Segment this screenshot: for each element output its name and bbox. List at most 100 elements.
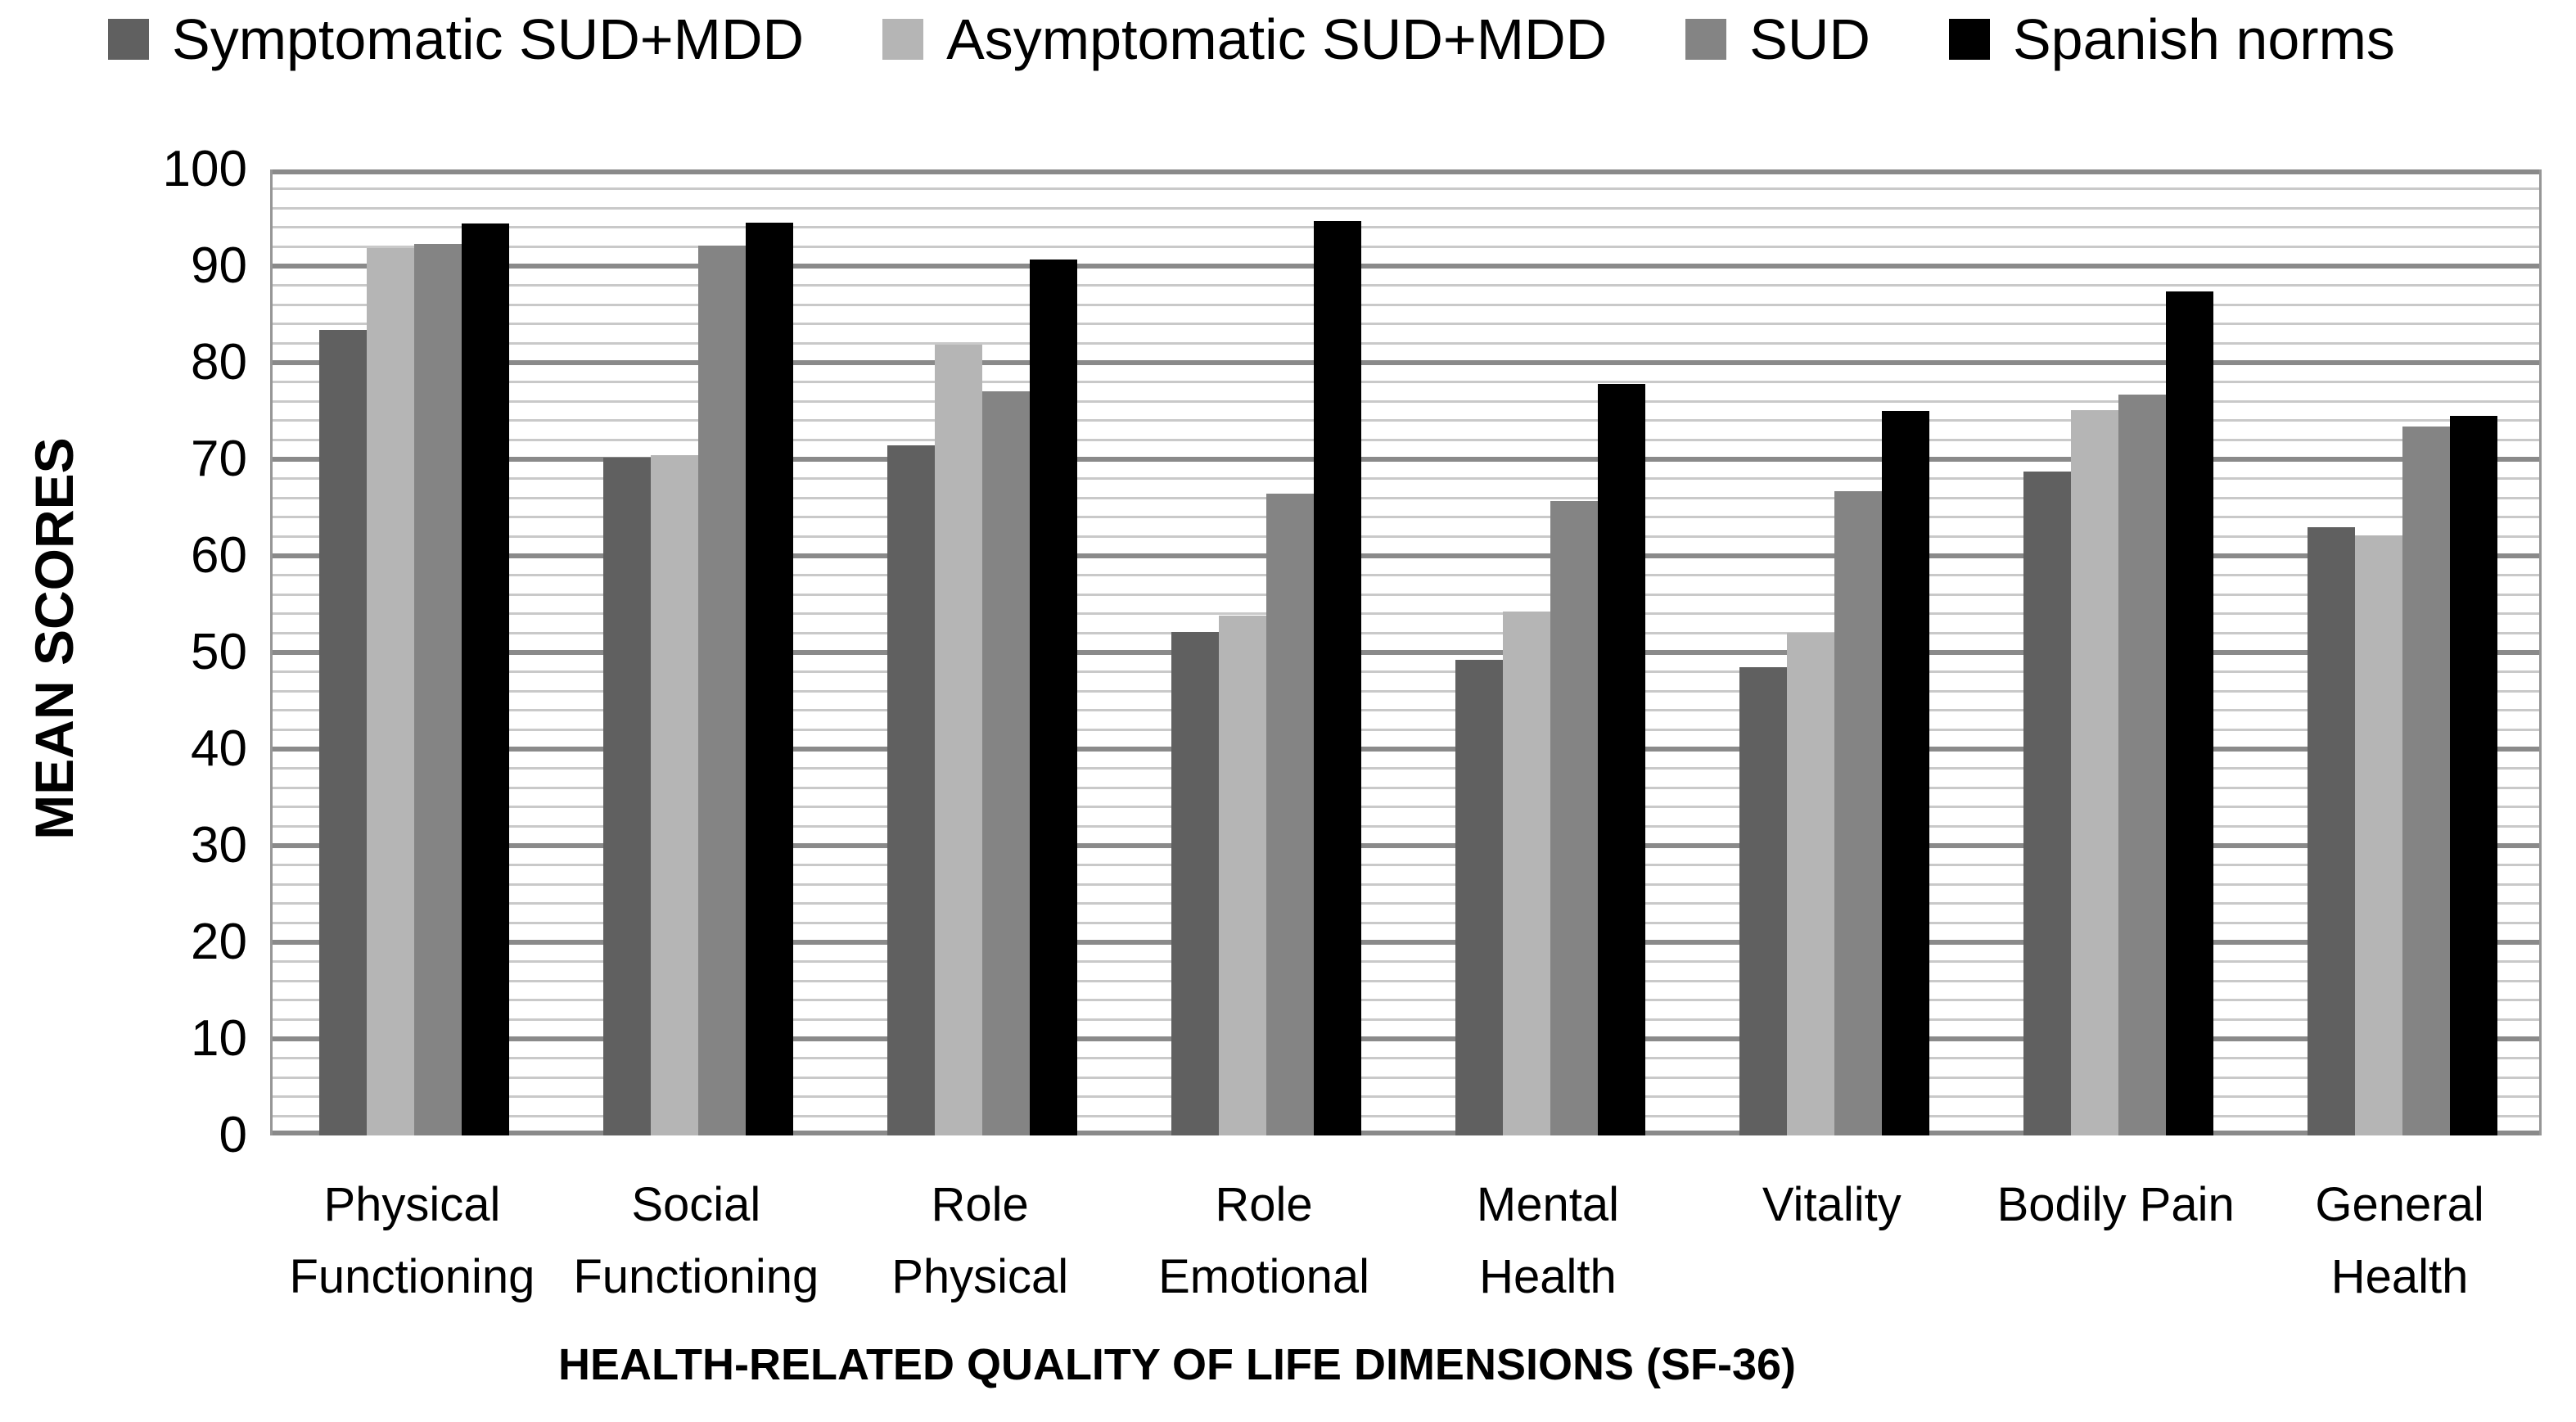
legend-swatch-asymptomatic-sud-mdd bbox=[882, 19, 924, 60]
minor-gridline-44 bbox=[273, 709, 2539, 712]
bar-symptomatic-sud-mdd-general-health bbox=[2307, 526, 2355, 1135]
major-gridline-70 bbox=[273, 457, 2539, 462]
category-label-role-emotional: Role Emotional bbox=[1158, 1178, 1370, 1303]
bar-asymptomatic-sud-mdd-bodily-pain bbox=[2070, 409, 2118, 1135]
minor-gridline-28 bbox=[273, 864, 2539, 867]
minor-gridline-74 bbox=[273, 419, 2539, 422]
bar-asymptomatic-sud-mdd-vitality bbox=[1786, 633, 1834, 1135]
legend-label-symptomatic-sud-mdd: Symptomatic SUD+MDD bbox=[172, 7, 805, 71]
minor-gridline-94 bbox=[273, 226, 2539, 229]
major-gridline-100 bbox=[273, 169, 2539, 174]
minor-gridline-42 bbox=[273, 728, 2539, 731]
minor-gridline-18 bbox=[273, 960, 2539, 964]
legend-swatch-sud bbox=[1685, 19, 1727, 60]
chart-legend: Symptomatic SUD+MDD Asymptomatic SUD+MDD S… bbox=[108, 2, 2395, 77]
bar-spanish-norms-vitality bbox=[1881, 411, 1929, 1135]
major-gridline-0 bbox=[273, 1131, 2539, 1135]
bar-symptomatic-sud-mdd-role-physical bbox=[887, 445, 936, 1135]
bar-symptomatic-sud-mdd-role-emotional bbox=[1171, 632, 1220, 1135]
major-gridline-20 bbox=[273, 940, 2539, 945]
minor-gridline-72 bbox=[273, 438, 2539, 441]
legend-item-symptomatic-sud-mdd: Symptomatic SUD+MDD bbox=[108, 7, 804, 72]
minor-gridline-6 bbox=[273, 1076, 2539, 1079]
legend-label-sud: SUD bbox=[1749, 7, 1870, 71]
bar-symptomatic-sud-mdd-social-functioning bbox=[603, 457, 652, 1135]
y-tick-label-50: 50 bbox=[191, 624, 247, 680]
bar-symptomatic-sud-mdd-physical-functioning bbox=[319, 329, 368, 1135]
minor-gridline-56 bbox=[273, 593, 2539, 596]
y-tick-label-70: 70 bbox=[191, 431, 247, 487]
legend-item-asymptomatic-sud-mdd: Asymptomatic SUD+MDD bbox=[882, 7, 1607, 72]
bar-asymptomatic-sud-mdd-physical-functioning bbox=[367, 247, 415, 1135]
category-label-social-functioning: Social Functioning bbox=[573, 1178, 819, 1303]
minor-gridline-16 bbox=[273, 979, 2539, 982]
bar-asymptomatic-sud-mdd-role-emotional bbox=[1219, 616, 1267, 1135]
minor-gridline-8 bbox=[273, 1057, 2539, 1060]
minor-gridline-4 bbox=[273, 1095, 2539, 1099]
minor-gridline-54 bbox=[273, 612, 2539, 616]
category-label-vitality: Vitality bbox=[1762, 1178, 1902, 1231]
bar-sud-role-emotional bbox=[1266, 494, 1315, 1135]
bar-symptomatic-sud-mdd-bodily-pain bbox=[2023, 472, 2071, 1135]
major-gridline-30 bbox=[273, 843, 2539, 848]
minor-gridline-52 bbox=[273, 631, 2539, 634]
y-tick-label-30: 30 bbox=[191, 817, 247, 874]
bar-spanish-norms-general-health bbox=[2449, 415, 2497, 1135]
minor-gridline-48 bbox=[273, 670, 2539, 674]
legend-swatch-symptomatic-sud-mdd bbox=[108, 19, 149, 60]
minor-gridline-86 bbox=[273, 303, 2539, 306]
bar-symptomatic-sud-mdd-vitality bbox=[1739, 666, 1787, 1135]
major-gridline-50 bbox=[273, 650, 2539, 655]
bar-asymptomatic-sud-mdd-general-health bbox=[2354, 535, 2402, 1135]
bar-spanish-norms-mental-health bbox=[1597, 383, 1645, 1135]
major-gridline-60 bbox=[273, 553, 2539, 558]
category-label-mental-health: Mental Health bbox=[1476, 1178, 1619, 1303]
minor-gridline-88 bbox=[273, 284, 2539, 287]
category-label-role-physical: Role Physical bbox=[891, 1178, 1069, 1303]
bar-spanish-norms-social-functioning bbox=[746, 222, 794, 1135]
minor-gridline-62 bbox=[273, 535, 2539, 538]
major-gridline-80 bbox=[273, 360, 2539, 365]
y-tick-label-90: 90 bbox=[191, 237, 247, 294]
minor-gridline-12 bbox=[273, 1018, 2539, 1021]
bar-sud-bodily-pain bbox=[2118, 394, 2166, 1135]
minor-gridline-76 bbox=[273, 400, 2539, 403]
legend-swatch-spanish-norms bbox=[1948, 19, 1990, 60]
minor-gridline-46 bbox=[273, 689, 2539, 693]
bar-sud-physical-functioning bbox=[414, 243, 462, 1135]
y-tick-label-0: 0 bbox=[219, 1107, 247, 1163]
legend-label-asymptomatic-sud-mdd: Asymptomatic SUD+MDD bbox=[946, 7, 1608, 71]
minor-gridline-38 bbox=[273, 767, 2539, 770]
y-tick-label-80: 80 bbox=[191, 334, 247, 390]
minor-gridline-84 bbox=[273, 323, 2539, 326]
bar-spanish-norms-role-physical bbox=[1030, 259, 1078, 1135]
bar-sud-mental-health bbox=[1550, 500, 1598, 1135]
minor-gridline-68 bbox=[273, 477, 2539, 481]
plot-area bbox=[270, 169, 2542, 1135]
bar-spanish-norms-role-emotional bbox=[1314, 220, 1362, 1135]
minor-gridline-58 bbox=[273, 574, 2539, 577]
minor-gridline-98 bbox=[273, 187, 2539, 191]
minor-gridline-2 bbox=[273, 1114, 2539, 1117]
bar-asymptomatic-sud-mdd-role-physical bbox=[935, 344, 983, 1135]
legend-label-spanish-norms: Spanish norms bbox=[2012, 7, 2395, 71]
minor-gridline-14 bbox=[273, 999, 2539, 1002]
y-axis-tick-labels: 0 10 20 30 40 50 60 70 80 90 100 bbox=[0, 144, 247, 1161]
minor-gridline-24 bbox=[273, 902, 2539, 905]
y-tick-label-100: 100 bbox=[162, 141, 247, 197]
minor-gridline-64 bbox=[273, 516, 2539, 519]
minor-gridline-26 bbox=[273, 883, 2539, 886]
minor-gridline-82 bbox=[273, 341, 2539, 345]
bar-sud-social-functioning bbox=[698, 246, 747, 1135]
bar-sud-role-physical bbox=[982, 391, 1031, 1135]
major-gridline-90 bbox=[273, 264, 2539, 269]
x-axis-category-labels: Physical Functioning Social Functioning Ro… bbox=[270, 1169, 2542, 1325]
minor-gridline-22 bbox=[273, 921, 2539, 924]
y-tick-label-20: 20 bbox=[191, 914, 247, 970]
bar-symptomatic-sud-mdd-mental-health bbox=[1455, 660, 1503, 1135]
y-tick-label-60: 60 bbox=[191, 527, 247, 584]
major-gridline-40 bbox=[273, 747, 2539, 752]
minor-gridline-66 bbox=[273, 496, 2539, 499]
y-tick-label-40: 40 bbox=[191, 720, 247, 777]
